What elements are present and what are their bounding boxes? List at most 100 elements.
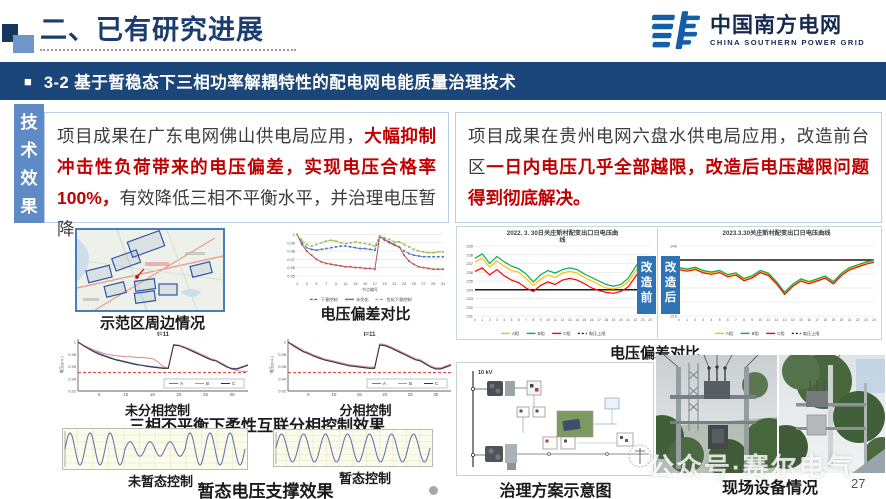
scheme-diagram: 10 kV [456,362,654,476]
svg-text:0.92: 0.92 [278,389,287,394]
svg-text:电压(p.u.): 电压(p.u.) [58,356,64,374]
svg-text:未优化: 未优化 [356,296,369,303]
site-photos [656,355,885,473]
svg-text:21: 21 [848,318,852,322]
svg-text:3: 3 [702,318,704,322]
svg-text:10: 10 [331,392,337,397]
svg-text:6: 6 [727,318,729,322]
svg-text:电压(p.u.): 电压(p.u.) [268,356,274,374]
svg-text:4: 4 [711,318,713,322]
svg-text:0.94: 0.94 [68,376,77,381]
result-text-guizhou: 项目成果在贵州电网六盘水供电局应用，改造前台区一日内电压几乎全部越限，改造后电压… [455,112,882,223]
svg-text:10: 10 [758,318,762,322]
page-number: 27 [851,476,866,491]
highlight-run: 一日内电压几乎全部越限，改造后电压越限问题得到彻底解决。 [468,157,870,208]
svg-text:3: 3 [496,318,498,322]
caption-transient-support: 暂态电压支撑效果 [197,482,334,499]
svg-text:24: 24 [648,318,652,322]
chart-waveform-control [273,429,433,467]
svg-text:215: 215 [670,314,677,319]
company-logo: 中国南方电网 CHINA SOUTHERN POWER GRID [646,7,882,55]
svg-text:C相: C相 [563,330,570,337]
svg-text:1: 1 [481,318,483,322]
svg-text:10: 10 [123,392,129,397]
deco-square-light [13,35,34,53]
logo-subtitle: CHINA SOUTHERN POWER GRID [710,38,866,47]
svg-text:优化下垂控制: 优化下垂控制 [386,296,411,303]
svg-text:11: 11 [344,282,348,286]
svg-text:C: C [435,381,439,386]
watermark: 公众号·赛尔电气 [648,452,855,482]
svg-text:0.98: 0.98 [287,249,296,254]
svg-text:A相: A相 [726,330,733,337]
svg-text:0.96: 0.96 [278,364,287,369]
svg-text:1: 1 [686,318,688,322]
svg-text:0.96: 0.96 [68,364,77,369]
svg-text:25: 25 [412,282,416,286]
svg-text:0.97: 0.97 [287,257,296,262]
result-text-guangdong: 项目成果在广东电网佛山供电局应用，大幅抑制冲击性负荷带来的电压偏差，实现电压合格… [44,112,449,239]
title-underline [40,49,296,51]
svg-text:14: 14 [791,318,795,322]
svg-text:30: 30 [230,392,236,397]
svg-text:0.98: 0.98 [278,352,287,357]
svg-text:239: 239 [466,244,473,249]
svg-text:235: 235 [466,279,473,284]
svg-text:15: 15 [363,282,367,286]
svg-text:4: 4 [503,318,505,322]
sidebar-label: 技术效果 [14,104,44,223]
chart-daily-voltage-before: 2022. 3. 30日关庄新村配变出口日电压曲线 231 232 233 234 235… [458,228,656,338]
svg-text:B: B [206,381,209,386]
svg-text:A: A [383,381,386,386]
svg-text:C相: C相 [777,330,784,337]
svg-text:10: 10 [546,318,550,322]
svg-text:17: 17 [373,282,377,286]
logo-name: 中国南方电网 [710,14,842,37]
scheme-bus-label: 10 kV [478,370,493,376]
progress-dot [429,486,438,495]
svg-text:9: 9 [540,318,542,322]
svg-text:238: 238 [466,252,473,257]
svg-text:A相: A相 [512,330,519,337]
svg-text:22: 22 [856,318,860,322]
svg-text:7: 7 [735,318,737,322]
svg-text:3: 3 [306,282,308,286]
svg-text:20: 20 [382,392,388,397]
svg-text:0.99: 0.99 [287,240,296,245]
badge-before-renovation: 改造前 [637,256,656,314]
svg-text:234: 234 [466,287,473,292]
svg-text:0.95: 0.95 [287,273,296,278]
svg-text:电压上限: 电压上限 [589,330,607,337]
svg-text:B相: B相 [752,330,759,337]
site-photos-graphic [656,355,885,473]
svg-text:下垂控制: 下垂控制 [321,296,338,303]
svg-text:25: 25 [203,392,209,397]
svg-text:15: 15 [799,318,803,322]
label-transient: 暂态控制 [338,471,391,486]
svg-text:0.96: 0.96 [287,265,296,270]
svg-text:12: 12 [561,318,565,322]
scheme-graphic: 10 kV [457,363,653,475]
page-title: 二、已有研究进展 [40,15,264,45]
svg-text:233: 233 [466,296,473,301]
svg-text:11: 11 [554,318,558,322]
svg-text:15: 15 [357,392,363,397]
chart-no-phase-split: t=11 0.92 0.94 0.96 0.98 1 5 10 15 20 25 30 电压(p.u.)… [58,330,253,404]
text-run: 项目成果在广东电网佛山供电局应用， [57,126,365,146]
svg-text:15: 15 [583,318,587,322]
banner-bullet-icon: ■ [24,73,32,89]
text-run: 项目成果在贵州电网六盘水供电局应用，改造前台区 [468,126,869,177]
svg-text:1: 1 [296,282,298,286]
svg-text:21: 21 [392,282,396,286]
svg-text:B: B [409,381,412,386]
svg-text:19: 19 [382,282,386,286]
svg-text:8: 8 [532,318,534,322]
svg-text:23: 23 [864,318,868,322]
svg-text:17: 17 [597,318,601,322]
svg-text:5: 5 [315,282,317,286]
svg-text:电压上限: 电压上限 [803,330,821,337]
svg-text:7: 7 [525,318,527,322]
svg-text:30: 30 [433,392,439,397]
svg-text:24: 24 [872,318,876,322]
svg-text:13: 13 [783,318,787,322]
